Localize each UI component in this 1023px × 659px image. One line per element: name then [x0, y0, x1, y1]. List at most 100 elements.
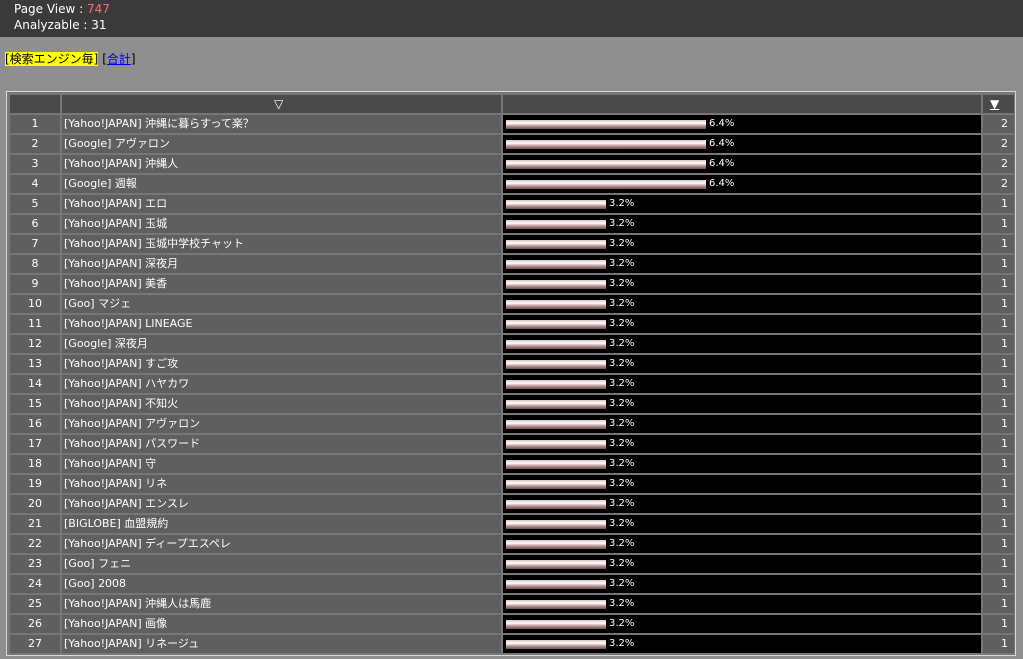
count-cell: 1 — [983, 555, 1014, 573]
rank-cell: 3 — [10, 155, 60, 173]
keyword-cell: [Yahoo!JAPAN] 玉城中学校チャット — [62, 235, 501, 253]
keyword-cell: [Goo] マジェ — [62, 295, 501, 313]
share-percent: 3.2% — [609, 258, 635, 269]
rank-header — [10, 95, 60, 113]
share-bar — [506, 520, 606, 529]
share-percent: 6.4% — [709, 138, 735, 149]
analyzable-label: Analyzable : — [14, 18, 92, 32]
table-row: 22 [Yahoo!JAPAN] ディープエスペレ 3.2% 1 — [10, 535, 1014, 553]
table-row: 8 [Yahoo!JAPAN] 深夜月 3.2% 1 — [10, 255, 1014, 273]
share-percent: 3.2% — [609, 438, 635, 449]
count-cell: 1 — [983, 295, 1014, 313]
table-row: 2 [Google] アヴァロン 6.4% 2 — [10, 135, 1014, 153]
count-cell: 2 — [983, 135, 1014, 153]
count-cell: 2 — [983, 155, 1014, 173]
share-cell: 3.2% — [503, 395, 981, 413]
sort-keyword-icon[interactable]: ▽ — [274, 97, 284, 111]
table-row: 15 [Yahoo!JAPAN] 不知火 3.2% 1 — [10, 395, 1014, 413]
table-row: 9 [Yahoo!JAPAN] 美香 3.2% 1 — [10, 275, 1014, 293]
count-cell: 1 — [983, 395, 1014, 413]
share-cell: 3.2% — [503, 635, 981, 653]
share-percent: 6.4% — [709, 178, 735, 189]
share-bar — [506, 540, 606, 549]
rank-cell: 23 — [10, 555, 60, 573]
keyword-table: ▽ ▼ 1 [Yahoo!JAPAN] 沖縄に暮らすって楽？ 6.4% 2 2 [Goog… — [6, 91, 1016, 656]
keyword-cell: [Yahoo!JAPAN] リネージュ — [62, 635, 501, 653]
share-percent: 3.2% — [609, 278, 635, 289]
keyword-cell: [Yahoo!JAPAN] ハヤカワ — [62, 375, 501, 393]
share-bar — [506, 140, 706, 149]
summary-header: Page View : 747 Analyzable : 31 — [0, 0, 1023, 37]
share-cell: 3.2% — [503, 195, 981, 213]
share-percent: 3.2% — [609, 238, 635, 249]
keyword-cell: [Yahoo!JAPAN] エンスレ — [62, 495, 501, 513]
rank-cell: 6 — [10, 215, 60, 233]
table-row: 11 [Yahoo!JAPAN] LINEAGE 3.2% 1 — [10, 315, 1014, 333]
share-percent: 3.2% — [609, 398, 635, 409]
share-cell: 6.4% — [503, 155, 981, 173]
per-engine-view-label: [検索エンジン毎] — [5, 52, 99, 66]
share-percent: 3.2% — [609, 558, 635, 569]
share-percent: 3.2% — [609, 538, 635, 549]
count-cell: 1 — [983, 495, 1014, 513]
count-header: ▼ — [983, 95, 1014, 113]
share-cell: 6.4% — [503, 135, 981, 153]
rank-cell: 1 — [10, 115, 60, 133]
keyword-cell: [Google] 週報 — [62, 175, 501, 193]
keyword-cell: [Yahoo!JAPAN] 沖縄人 — [62, 155, 501, 173]
count-cell: 1 — [983, 455, 1014, 473]
share-percent: 3.2% — [609, 638, 635, 649]
keyword-cell: [Yahoo!JAPAN] 沖縄人は馬鹿 — [62, 595, 501, 613]
share-cell: 3.2% — [503, 295, 981, 313]
keyword-cell: [Yahoo!JAPAN] アヴァロン — [62, 415, 501, 433]
sort-count-icon[interactable]: ▼ — [990, 97, 1000, 111]
count-cell: 1 — [983, 535, 1014, 553]
table-row: 3 [Yahoo!JAPAN] 沖縄人 6.4% 2 — [10, 155, 1014, 173]
table-row: 27 [Yahoo!JAPAN] リネージュ 3.2% 1 — [10, 635, 1014, 653]
share-percent: 3.2% — [609, 378, 635, 389]
share-cell: 3.2% — [503, 475, 981, 493]
share-cell: 3.2% — [503, 515, 981, 533]
share-bar — [506, 240, 606, 249]
keyword-cell: [Yahoo!JAPAN] 画像 — [62, 615, 501, 633]
count-cell: 1 — [983, 335, 1014, 353]
table-row: 20 [Yahoo!JAPAN] エンスレ 3.2% 1 — [10, 495, 1014, 513]
share-bar — [506, 220, 606, 229]
rank-cell: 17 — [10, 435, 60, 453]
share-percent: 3.2% — [609, 218, 635, 229]
rank-cell: 16 — [10, 415, 60, 433]
rank-cell: 10 — [10, 295, 60, 313]
share-bar — [506, 440, 606, 449]
view-switcher: [検索エンジン毎] [合計] — [5, 50, 136, 67]
keyword-cell: [Yahoo!JAPAN] 沖縄に暮らすって楽？ — [62, 115, 501, 133]
share-percent: 3.2% — [609, 358, 635, 369]
share-bar — [506, 620, 606, 629]
keyword-cell: [Goo] フェニ — [62, 555, 501, 573]
share-cell: 3.2% — [503, 615, 981, 633]
rank-cell: 27 — [10, 635, 60, 653]
table-header-row: ▽ ▼ — [10, 95, 1014, 113]
count-cell: 1 — [983, 315, 1014, 333]
share-cell: 3.2% — [503, 355, 981, 373]
table-row: 7 [Yahoo!JAPAN] 玉城中学校チャット 3.2% 1 — [10, 235, 1014, 253]
share-percent: 3.2% — [609, 498, 635, 509]
count-cell: 2 — [983, 115, 1014, 133]
keyword-cell: [Yahoo!JAPAN] 深夜月 — [62, 255, 501, 273]
count-cell: 1 — [983, 195, 1014, 213]
count-cell: 1 — [983, 575, 1014, 593]
keyword-cell: [Yahoo!JAPAN] リネ — [62, 475, 501, 493]
total-view-link[interactable]: 合計 — [106, 52, 131, 66]
table-row: 14 [Yahoo!JAPAN] ハヤカワ 3.2% 1 — [10, 375, 1014, 393]
share-cell: 6.4% — [503, 115, 981, 133]
rank-cell: 25 — [10, 595, 60, 613]
share-percent: 6.4% — [709, 158, 735, 169]
share-bar — [506, 120, 706, 129]
count-cell: 1 — [983, 475, 1014, 493]
page-view-line: Page View : 747 — [14, 2, 110, 16]
share-cell: 3.2% — [503, 495, 981, 513]
table-row: 16 [Yahoo!JAPAN] アヴァロン 3.2% 1 — [10, 415, 1014, 433]
share-percent: 3.2% — [609, 618, 635, 629]
rank-cell: 24 — [10, 575, 60, 593]
keyword-header: ▽ — [62, 95, 501, 113]
share-bar — [506, 300, 606, 309]
